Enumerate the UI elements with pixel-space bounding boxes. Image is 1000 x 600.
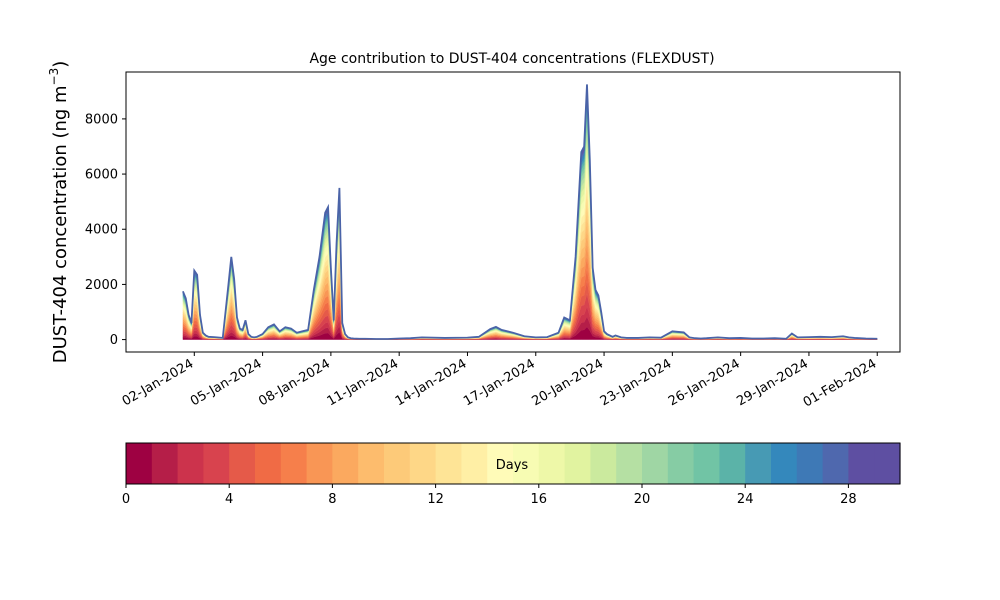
age-band-area <box>182 194 878 340</box>
age-band-area <box>182 183 878 340</box>
colorbar-swatch <box>409 443 437 484</box>
age-band-area <box>182 118 878 340</box>
age-band-area <box>182 87 878 340</box>
age-band-area <box>182 217 878 340</box>
age-contribution-areas <box>182 85 878 340</box>
age-band-area <box>182 205 878 340</box>
colorbar-swatch <box>435 443 462 484</box>
colorbar-swatch <box>358 443 385 484</box>
colorbar-swatch <box>642 443 669 484</box>
colorbar-tick-label: 0 <box>122 492 130 507</box>
colorbar-swatch <box>719 443 746 484</box>
colorbar-swatch <box>203 443 230 484</box>
x-axis: 02-Jan-202405-Jan-202408-Jan-202411-Jan-… <box>120 352 880 410</box>
age-band-area <box>182 229 878 340</box>
y-tick-label: 6000 <box>85 168 118 183</box>
colorbar-swatch <box>461 443 488 484</box>
colorbar-swatch <box>693 443 720 484</box>
colorbar-tick-label: 24 <box>737 492 754 507</box>
colorbar-swatch <box>796 443 824 484</box>
x-tick-label: 11-Jan-2024 <box>325 356 402 409</box>
x-tick-label: 23-Jan-2024 <box>598 356 675 409</box>
colorbar-swatch <box>513 443 540 484</box>
colorbar-swatch <box>874 443 901 484</box>
chart-title: Age contribution to DUST-404 concentrati… <box>309 51 714 67</box>
age-band-area <box>182 92 878 340</box>
plot-area <box>125 71 901 353</box>
x-tick-label: 05-Jan-2024 <box>188 356 265 409</box>
y-axis-label-text: DUST-404 concentration (ng m <box>50 85 71 363</box>
age-band-area <box>182 85 878 340</box>
colorbar-tick-label: 4 <box>225 492 233 507</box>
y-axis: 0 2000 4000 6000 8000 <box>85 112 126 348</box>
age-band-area <box>182 108 878 340</box>
x-tick-label: 14-Jan-2024 <box>393 356 470 409</box>
x-tick-label: 17-Jan-2024 <box>461 356 538 409</box>
colorbar-swatch <box>745 443 772 484</box>
colorbar-swatch <box>332 443 359 484</box>
total-concentration-line <box>182 84 878 340</box>
colorbar-tick-label: 8 <box>328 492 336 507</box>
colorbar-frame <box>125 442 901 485</box>
age-band-area <box>182 89 878 340</box>
plot-frame <box>125 71 901 353</box>
colorbar-swatch <box>822 443 849 484</box>
y-axis-label: DUST-404 concentration (ng m−3) <box>47 61 71 364</box>
colorbar-tick-label: 20 <box>634 492 651 507</box>
age-band-area <box>182 96 878 340</box>
x-tick-label: 08-Jan-2024 <box>256 356 333 409</box>
age-band-area <box>182 242 878 340</box>
x-tick-label: 26-Jan-2024 <box>666 356 743 409</box>
colorbar: Days 0 4 8 12 16 20 24 28 <box>122 442 901 507</box>
svg-text:DUST-404 concentration (ng m−3: DUST-404 concentration (ng m−3) <box>47 61 71 364</box>
age-band-area <box>182 164 878 340</box>
age-band-area <box>182 155 878 340</box>
x-tick-label: 02-Jan-2024 <box>120 356 197 409</box>
colorbar-swatch <box>126 443 153 484</box>
y-tick-label: 0 <box>110 333 118 348</box>
colorbar-swatch <box>306 443 333 484</box>
age-band-area <box>182 139 878 340</box>
y-axis-label-close: ) <box>50 61 71 68</box>
colorbar-swatch <box>848 443 875 484</box>
colorbar-swatch <box>487 443 514 484</box>
colorbar-swatch <box>616 443 643 484</box>
colorbar-label: Days <box>496 458 529 473</box>
colorbar-swatch <box>590 443 617 484</box>
colorbar-swatch <box>771 443 798 484</box>
y-axis-label-superscript: −3 <box>47 68 61 86</box>
colorbar-swatch <box>280 443 308 484</box>
y-tick-label: 8000 <box>85 112 118 127</box>
colorbar-swatch <box>177 443 204 484</box>
colorbar-ticks: 0 4 8 12 16 20 24 28 <box>122 484 857 507</box>
colorbar-swatches <box>126 443 901 484</box>
age-band-area <box>182 146 878 340</box>
colorbar-tick-label: 12 <box>427 492 444 507</box>
x-tick-label: 01-Feb-2024 <box>801 356 880 410</box>
y-tick-label: 2000 <box>85 278 118 293</box>
colorbar-swatch <box>564 443 591 484</box>
colorbar-tick-label: 28 <box>840 492 857 507</box>
colorbar-swatch <box>538 443 566 484</box>
colorbar-tick-label: 16 <box>531 492 548 507</box>
colorbar-swatch <box>255 443 282 484</box>
age-band-area <box>182 131 878 340</box>
age-band-area <box>182 113 878 340</box>
colorbar-swatch <box>151 443 179 484</box>
age-band-area <box>182 99 878 340</box>
colorbar-swatch <box>667 443 695 484</box>
x-tick-label: 29-Jan-2024 <box>734 356 811 409</box>
x-tick-label: 20-Jan-2024 <box>529 356 606 409</box>
colorbar-swatch <box>229 443 256 484</box>
age-band-area <box>182 173 878 340</box>
age-band-area <box>182 125 878 340</box>
colorbar-swatch <box>384 443 411 484</box>
y-tick-label: 4000 <box>85 223 118 238</box>
age-band-area <box>182 104 878 340</box>
